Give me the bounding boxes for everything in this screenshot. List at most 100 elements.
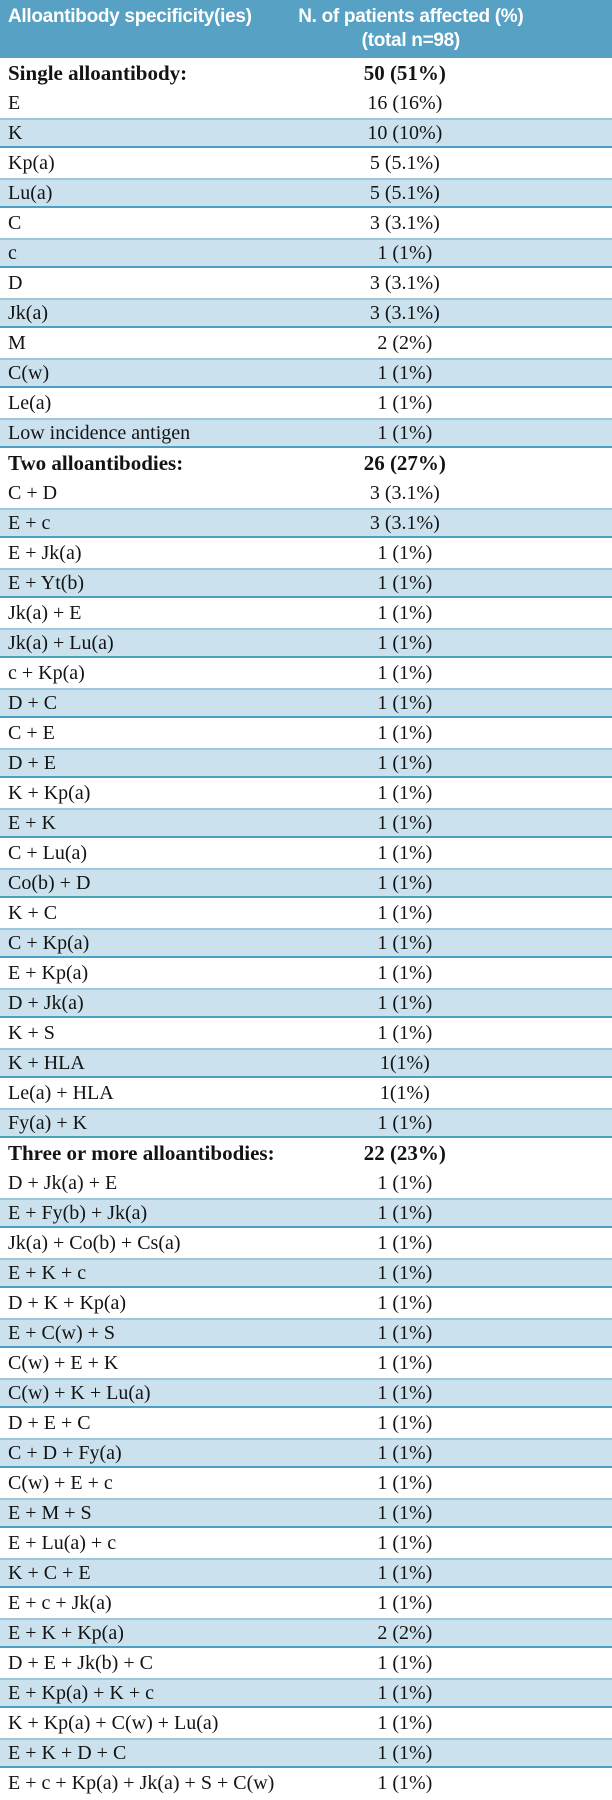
- row-label: D: [8, 272, 23, 294]
- table-row: E + M + S 1 (1%): [0, 1498, 612, 1528]
- table-row: C 3 (3.1%): [0, 208, 612, 238]
- table-row: Jk(a) 3 (3.1%): [0, 298, 612, 328]
- table-row: D + E 1 (1%): [0, 748, 612, 778]
- row-label: D + K + Kp(a): [8, 1292, 127, 1314]
- table-row: E + c + Jk(a) 1 (1%): [0, 1588, 612, 1618]
- row-value: 1 (1%): [377, 902, 433, 924]
- row-label: E + Fy(b) + Jk(a): [8, 1202, 148, 1224]
- row-label: c + Kp(a): [8, 662, 85, 684]
- table-row: D + E + C 1 (1%): [0, 1408, 612, 1438]
- table-row: M 2 (2%): [0, 328, 612, 358]
- row-value: 1 (1%): [377, 1442, 433, 1464]
- table-row: E + c 3 (3.1%): [0, 508, 612, 538]
- table-row: K + S 1 (1%): [0, 1018, 612, 1048]
- row-label: K + C: [8, 902, 58, 924]
- section-value: 50 (51%): [363, 61, 446, 85]
- table-body: Single alloantibody: 50 (51%) E 16 (16%)…: [0, 58, 612, 1798]
- row-value: 1 (1%): [377, 722, 433, 744]
- section-label: Three or more alloantibodies:: [8, 1141, 275, 1165]
- row-value: 1(1%): [379, 1082, 430, 1104]
- row-value: 1 (1%): [377, 1592, 433, 1614]
- row-value: 10 (10%): [367, 122, 443, 144]
- row-value: 1 (1%): [377, 692, 433, 714]
- row-label: Low incidence antigen: [8, 422, 191, 444]
- row-label: C: [8, 212, 22, 234]
- row-value: 1 (1%): [377, 362, 433, 384]
- row-label: D + C: [8, 692, 58, 714]
- row-label: D + E: [8, 752, 56, 774]
- row-value: 1 (1%): [377, 1352, 433, 1374]
- table-row: D + Jk(a) + E 1 (1%): [0, 1168, 612, 1198]
- table-row: K + C 1 (1%): [0, 898, 612, 928]
- row-value: 1 (1%): [377, 1742, 433, 1764]
- row-value: 1 (1%): [377, 842, 433, 864]
- row-value: 1 (1%): [377, 422, 433, 444]
- row-label: Kp(a): [8, 152, 55, 174]
- table-row: Le(a) + HLA 1(1%): [0, 1078, 612, 1108]
- row-label: Fy(a) + K: [8, 1112, 88, 1134]
- section-header-row: Single alloantibody: 50 (51%): [0, 58, 612, 88]
- row-label: K + C + E: [8, 1562, 91, 1584]
- row-value: 1 (1%): [377, 962, 433, 984]
- row-value: 2 (2%): [377, 1622, 433, 1644]
- row-label: D + Jk(a) + E: [8, 1172, 118, 1194]
- row-value: 1 (1%): [377, 1412, 433, 1434]
- row-label: E + Yt(b): [8, 572, 85, 594]
- table-row: Low incidence antigen 1 (1%): [0, 418, 612, 448]
- row-value: 1 (1%): [377, 872, 433, 894]
- row-value: 1 (1%): [377, 1502, 433, 1524]
- column-header-patients-line1: N. of patients affected (%): [298, 6, 524, 27]
- table-row: C(w) 1 (1%): [0, 358, 612, 388]
- row-value: 1 (1%): [377, 1022, 433, 1044]
- row-value: 1 (1%): [377, 602, 433, 624]
- row-label: E + K + c: [8, 1262, 87, 1284]
- section-value: 22 (23%): [363, 1141, 446, 1165]
- table-row: D + K + Kp(a) 1 (1%): [0, 1288, 612, 1318]
- row-label: C + D + Fy(a): [8, 1442, 122, 1464]
- row-value: 1 (1%): [377, 1772, 433, 1794]
- row-label: Jk(a) + E: [8, 602, 82, 624]
- table-row: E + Lu(a) + c 1 (1%): [0, 1528, 612, 1558]
- row-value: 1 (1%): [377, 1262, 433, 1284]
- row-value: 1 (1%): [377, 1292, 433, 1314]
- table-row: K 10 (10%): [0, 118, 612, 148]
- row-label: E + C(w) + S: [8, 1322, 116, 1344]
- row-value: 3 (3.1%): [369, 302, 440, 324]
- row-label: E + K + Kp(a): [8, 1622, 124, 1644]
- table-header: Alloantibody specificity(ies) N. of pati…: [0, 0, 612, 58]
- row-label: D + Jk(a): [8, 992, 84, 1014]
- row-label: Co(b) + D: [8, 872, 91, 894]
- row-label: C(w) + K + Lu(a): [8, 1382, 151, 1404]
- column-header-patients: N. of patients affected (%) (total n=98): [288, 0, 612, 58]
- row-label: E + K + D + C: [8, 1742, 127, 1764]
- table-row: D + C 1 (1%): [0, 688, 612, 718]
- row-label: E: [8, 92, 21, 114]
- row-value: 1 (1%): [377, 1682, 433, 1704]
- row-value: 3 (3.1%): [369, 272, 440, 294]
- table-row: E 16 (16%): [0, 88, 612, 118]
- row-value: 1 (1%): [377, 782, 433, 804]
- row-label: K + HLA: [8, 1052, 85, 1074]
- section-value: 26 (27%): [363, 451, 446, 475]
- table-row: Fy(a) + K 1 (1%): [0, 1108, 612, 1138]
- row-label: C + D: [8, 482, 58, 504]
- table-row: K + C + E 1 (1%): [0, 1558, 612, 1588]
- row-label: E + K: [8, 812, 56, 834]
- row-value: 1 (1%): [377, 242, 433, 264]
- row-label: E + c + Kp(a) + Jk(a) + S + C(w): [8, 1772, 275, 1794]
- row-value: 1 (1%): [377, 752, 433, 774]
- table-row: Kp(a) 5 (5.1%): [0, 148, 612, 178]
- table-row: E + Fy(b) + Jk(a) 1 (1%): [0, 1198, 612, 1228]
- row-label: D + E + Jk(b) + C: [8, 1652, 153, 1674]
- table-row: K + Kp(a) 1 (1%): [0, 778, 612, 808]
- row-value: 5 (5.1%): [369, 152, 440, 174]
- table-row: C + Lu(a) 1 (1%): [0, 838, 612, 868]
- row-value: 5 (5.1%): [369, 182, 440, 204]
- column-header-specificity: Alloantibody specificity(ies): [8, 6, 252, 27]
- section-label: Single alloantibody:: [8, 61, 188, 85]
- row-label: K + Kp(a): [8, 782, 91, 804]
- table-row: D + Jk(a) 1 (1%): [0, 988, 612, 1018]
- row-value: 1 (1%): [377, 932, 433, 954]
- row-value: 1 (1%): [377, 1472, 433, 1494]
- row-label: M: [8, 332, 26, 354]
